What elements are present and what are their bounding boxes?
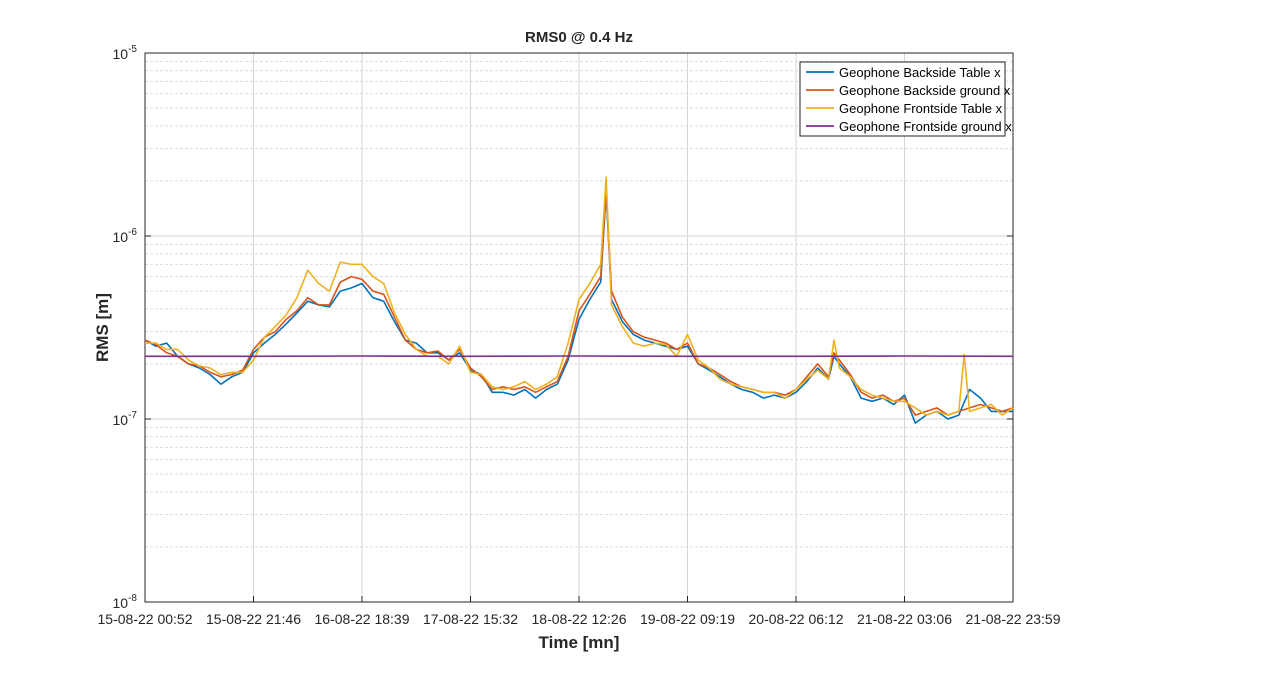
y-tick-base: 10 xyxy=(113,46,129,62)
x-tick-label: 15-08-22 00:52 xyxy=(98,611,193,627)
x-tick-label: 15-08-22 21:46 xyxy=(206,611,301,627)
x-tick-label: 20-08-22 06:12 xyxy=(749,611,844,627)
legend-label: Geophone Frontside ground x xyxy=(839,119,1012,134)
x-tick-label: 16-08-22 18:39 xyxy=(315,611,410,627)
y-tick-exponent: -8 xyxy=(128,593,137,604)
y-tick-exponent: -5 xyxy=(128,44,137,55)
x-tick-label: 19-08-22 09:19 xyxy=(640,611,735,627)
legend-label: Geophone Backside ground x xyxy=(839,83,1011,98)
series-line-1 xyxy=(144,190,1013,424)
series-lines xyxy=(144,176,1014,424)
y-tick-label: 10-8 xyxy=(113,593,138,611)
y-tick-label: 10-6 xyxy=(113,227,138,245)
y-tick-base: 10 xyxy=(113,595,129,611)
y-tick-base: 10 xyxy=(113,412,129,428)
y-tick-exponent: -7 xyxy=(128,410,137,421)
y-tick-base: 10 xyxy=(113,229,129,245)
legend-label: Geophone Backside Table x xyxy=(839,65,1001,80)
series-line-2 xyxy=(144,188,1014,416)
x-tick-label: 21-08-22 23:59 xyxy=(966,611,1061,627)
x-axis-label: Time [mn] xyxy=(539,633,620,652)
x-tick-label: 21-08-22 03:06 xyxy=(857,611,952,627)
y-tick-exponent: -6 xyxy=(128,227,137,238)
legend-box xyxy=(799,61,1006,137)
y-tick-label: 10-7 xyxy=(113,410,138,428)
y-tick-labels: 10-810-710-610-5 xyxy=(113,44,138,611)
x-tick-labels: 15-08-22 00:52 15-08-22 21:46 16-08-22 18:… xyxy=(98,611,1061,627)
chart-title: RMS0 @ 0.4 Hz xyxy=(525,29,633,46)
legend-label: Geophone Frontside Table x xyxy=(839,101,1003,116)
y-tick-label: 10-5 xyxy=(113,44,138,62)
x-tick-label: 18-08-22 12:26 xyxy=(532,611,627,627)
x-tick-label: 17-08-22 15:32 xyxy=(423,611,518,627)
plot-area xyxy=(144,52,1014,603)
series-line-3 xyxy=(145,176,1014,416)
legend: Geophone Backside Table x Geophone Backsi… xyxy=(799,61,1012,137)
y-axis-label: RMS [m] xyxy=(93,293,112,362)
